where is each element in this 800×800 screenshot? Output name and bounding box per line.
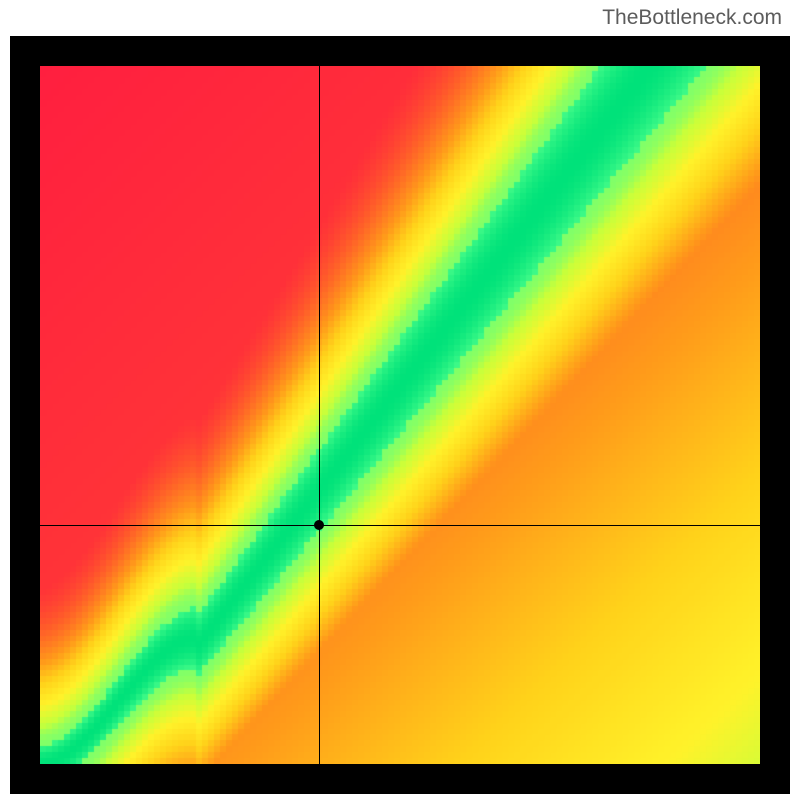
attribution-text: TheBottleneck.com: [602, 6, 782, 30]
crosshair-marker: [314, 520, 324, 530]
chart-container: TheBottleneck.com: [0, 0, 800, 800]
crosshair-vertical: [319, 66, 320, 764]
plot-frame: [10, 36, 790, 794]
crosshair-horizontal: [40, 525, 760, 526]
heatmap-canvas: [40, 66, 760, 764]
plot-area: [40, 66, 760, 764]
